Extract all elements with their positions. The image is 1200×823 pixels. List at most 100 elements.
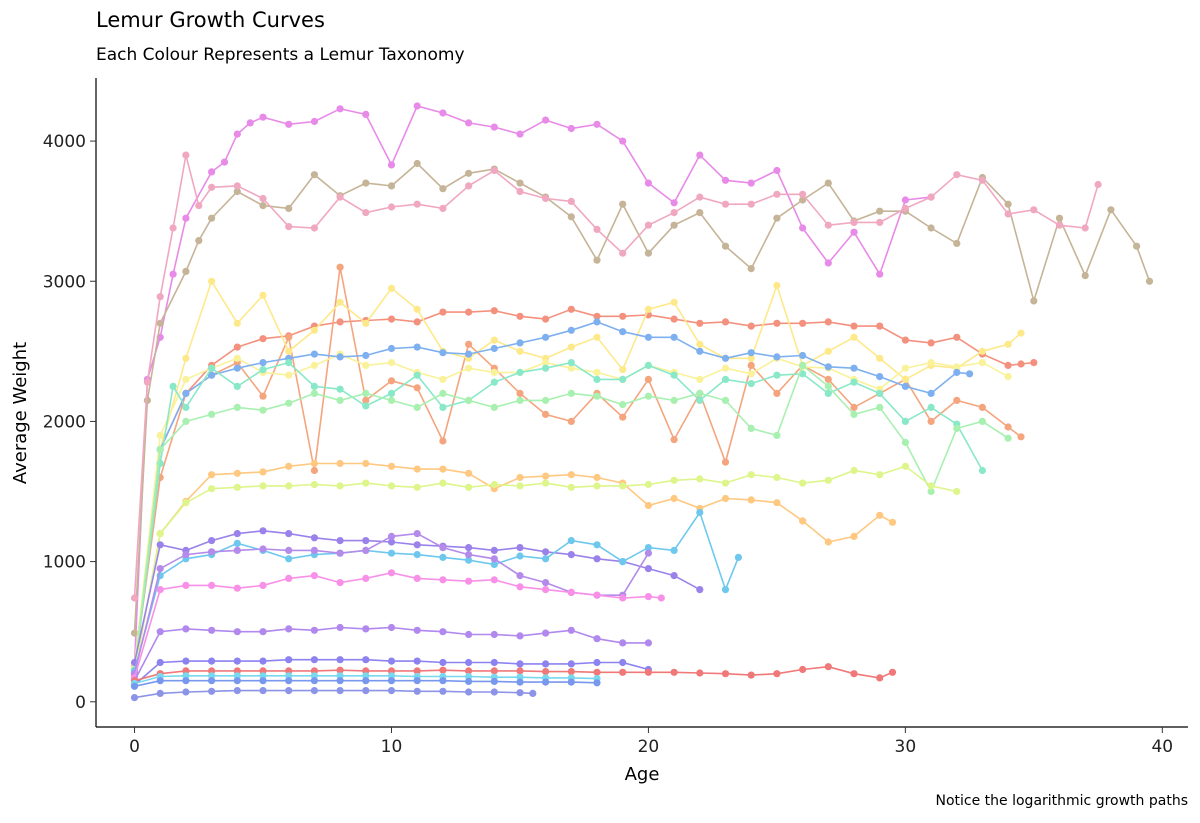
- y-axis-title: Average Weight: [10, 342, 31, 484]
- data-point: [773, 389, 781, 397]
- series-line: [133, 462, 893, 674]
- data-point: [490, 560, 498, 569]
- data-point: [542, 479, 550, 487]
- data-point: [747, 370, 755, 378]
- data-point: [850, 364, 858, 372]
- data-point: [593, 668, 601, 676]
- data-point: [901, 417, 910, 425]
- data-point: [876, 471, 884, 479]
- data-point: [259, 392, 267, 400]
- data-point: [490, 166, 498, 175]
- x-tick-label: 30: [895, 737, 917, 757]
- data-point: [901, 336, 910, 344]
- data-point: [336, 298, 344, 306]
- data-point: [516, 583, 524, 591]
- data-point: [310, 677, 318, 685]
- data-point: [208, 183, 216, 191]
- data-point: [233, 584, 241, 592]
- data-point: [387, 462, 396, 470]
- data-point: [799, 479, 807, 487]
- data-point: [156, 445, 164, 454]
- data-point: [233, 530, 241, 538]
- data-point: [259, 581, 267, 590]
- data-point: [490, 336, 498, 344]
- data-point: [310, 350, 318, 358]
- data-point: [593, 225, 601, 233]
- data-point: [619, 137, 627, 145]
- y-tick-label: 0: [75, 693, 86, 713]
- data-point: [362, 319, 370, 327]
- data-point: [413, 305, 421, 313]
- data-point: [310, 382, 318, 390]
- data-point: [233, 628, 241, 636]
- data-point: [336, 537, 344, 545]
- data-point: [824, 389, 832, 397]
- data-point: [285, 530, 293, 538]
- data-point: [285, 482, 293, 490]
- data-point: [670, 494, 678, 503]
- data-point: [208, 410, 216, 418]
- data-point: [876, 373, 884, 381]
- data-point: [336, 385, 344, 393]
- data-point: [773, 499, 781, 507]
- data-point: [876, 403, 884, 411]
- data-point: [490, 368, 498, 376]
- data-point: [516, 368, 524, 376]
- data-point: [362, 209, 370, 217]
- data-point: [1107, 206, 1115, 214]
- data-point: [336, 482, 344, 490]
- data-point: [1004, 361, 1012, 369]
- series-3: [130, 151, 1102, 602]
- data-point: [876, 322, 884, 330]
- data-point: [259, 468, 267, 476]
- data-point: [156, 565, 164, 573]
- data-point: [130, 629, 139, 637]
- data-point: [927, 359, 935, 367]
- data-point: [439, 389, 447, 397]
- chart-caption: Notice the logarithmic growth paths: [935, 793, 1189, 809]
- data-point: [876, 218, 884, 226]
- data-point: [734, 553, 743, 562]
- data-point: [465, 119, 473, 127]
- data-point: [927, 339, 935, 347]
- data-point: [927, 417, 935, 425]
- data-point: [387, 549, 396, 557]
- series-1: [130, 102, 935, 669]
- data-point: [824, 363, 832, 371]
- data-point: [259, 359, 267, 367]
- data-point: [336, 459, 344, 468]
- data-point: [465, 667, 473, 675]
- data-point: [567, 626, 575, 634]
- series-12: [130, 462, 961, 676]
- series-line: [133, 465, 957, 673]
- data-point: [747, 361, 755, 369]
- data-point: [824, 318, 832, 326]
- data-point: [593, 318, 601, 326]
- data-point: [387, 538, 396, 546]
- data-point: [1081, 272, 1089, 280]
- series-line: [134, 689, 533, 699]
- data-point: [413, 371, 421, 379]
- x-axis-title: Age: [625, 764, 660, 785]
- data-point: [542, 410, 550, 418]
- data-point: [567, 537, 575, 545]
- data-point: [824, 382, 832, 390]
- data-point: [567, 483, 575, 491]
- series-14: [130, 508, 743, 675]
- data-point: [542, 548, 550, 556]
- data-point: [362, 574, 370, 583]
- data-point: [336, 549, 344, 557]
- data-point: [747, 380, 755, 388]
- data-point: [696, 396, 704, 404]
- data-point: [721, 670, 730, 678]
- data-point: [310, 626, 318, 634]
- data-point: [233, 539, 241, 548]
- data-point: [336, 579, 344, 587]
- data-point: [208, 277, 216, 285]
- data-point: [747, 671, 755, 679]
- data-point: [773, 353, 781, 361]
- data-point: [285, 462, 293, 470]
- data-point: [208, 214, 216, 222]
- data-point: [901, 375, 910, 383]
